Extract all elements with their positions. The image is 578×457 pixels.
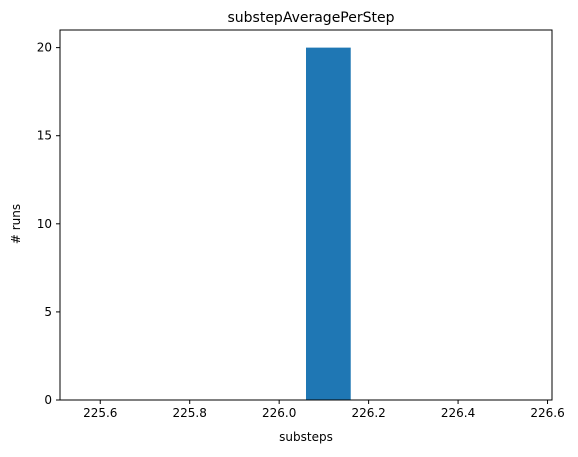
x-tick-label: 225.6 — [83, 406, 117, 420]
y-tick-label: 20 — [37, 41, 52, 55]
plot-frame — [59, 29, 553, 401]
y-tick-label: 0 — [44, 393, 52, 407]
histogram-bar — [306, 47, 351, 400]
x-tick-label: 226.2 — [351, 406, 385, 420]
ticks-layer: 225.6 225.8 226.0 226.2 226.4 226.6 0 5 10 15 20 — [37, 41, 565, 420]
x-tick-label: 226.4 — [441, 406, 475, 420]
y-tick-label: 5 — [44, 305, 52, 319]
y-tick-label: 10 — [37, 217, 52, 231]
axes-layer — [59, 29, 553, 401]
bars-layer — [306, 47, 351, 400]
y-tick-label: 15 — [37, 129, 52, 143]
x-axis-label: substeps — [279, 430, 333, 444]
x-tick-label: 226.6 — [530, 406, 564, 420]
chart-title: substepAveragePerStep — [227, 10, 394, 26]
x-tick-label: 226.0 — [262, 406, 296, 420]
x-tick-label: 225.8 — [173, 406, 207, 420]
y-axis-label: # runs — [9, 204, 23, 244]
